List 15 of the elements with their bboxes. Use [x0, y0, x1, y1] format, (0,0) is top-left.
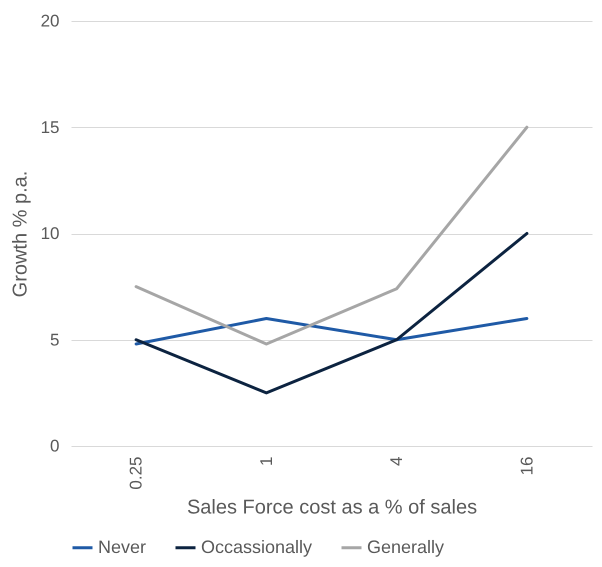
y-tick-label: 0: [50, 436, 60, 456]
line-series: [134, 126, 528, 346]
legend-label: Generally: [367, 536, 444, 557]
y-axis-title: Growth % p.a.: [10, 170, 32, 298]
y-tick-label: 10: [40, 224, 60, 243]
y-tick-label: 15: [40, 118, 60, 137]
x-axis-title: Sales Force cost as a % of sales: [186, 496, 478, 519]
y-tick-label: 5: [50, 330, 60, 350]
legend-label: Occassionally: [201, 536, 312, 557]
x-tick-label: 4: [387, 456, 406, 466]
x-tick-label: 0.25: [126, 456, 146, 490]
x-tick-label: 1: [256, 456, 276, 466]
legend-label: Never: [98, 536, 146, 557]
x-tick-label: 16: [517, 456, 536, 476]
y-tick-label: 20: [40, 12, 60, 30]
